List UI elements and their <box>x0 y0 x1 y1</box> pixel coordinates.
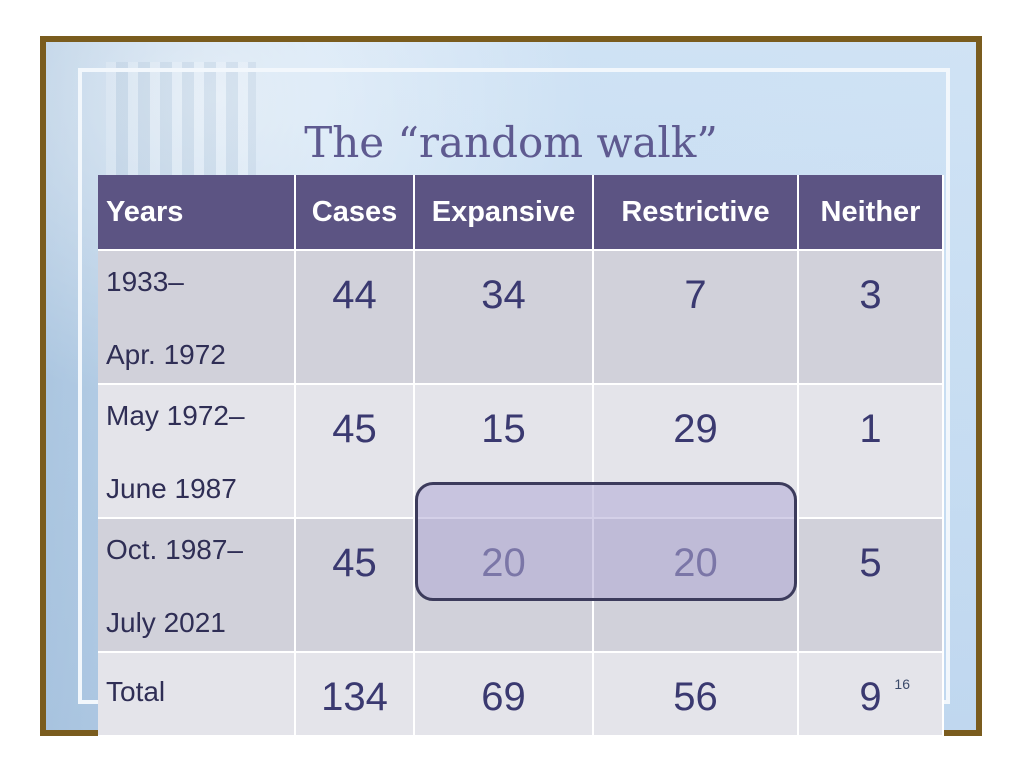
years-cell: May 1972– June 1987 <box>98 384 296 519</box>
years-start: 1933– <box>106 266 184 297</box>
years-end: June 1987 <box>106 473 237 504</box>
slide-title: The “random walk” <box>304 118 718 167</box>
expansive-cell: 69 <box>414 652 594 737</box>
years-end: Apr. 1972 <box>106 339 226 370</box>
cases-cell: 44 <box>295 250 415 385</box>
years-end: July 2021 <box>106 607 226 638</box>
cases-cell: 45 <box>295 384 415 519</box>
header-cases: Cases <box>295 175 415 251</box>
header-restrictive: Restrictive <box>593 175 799 251</box>
header-expansive: Expansive <box>414 175 594 251</box>
table-header-row: Years Cases Expansive Restrictive Neithe… <box>98 175 944 251</box>
neither-cell: 1 <box>798 384 944 519</box>
years-cell: 1933– Apr. 1972 <box>98 250 296 385</box>
years-start: Oct. 1987– <box>106 534 243 565</box>
results-table: Years Cases Expansive Restrictive Neithe… <box>98 175 944 737</box>
header-years: Years <box>98 175 296 251</box>
total-label: Total <box>106 676 166 707</box>
cases-cell: 45 <box>295 518 415 653</box>
table-row: 1933– Apr. 1972 44 34 7 3 <box>98 250 944 385</box>
highlight-box <box>415 482 797 601</box>
neither-cell: 3 <box>798 250 944 385</box>
years-cell: Total <box>98 652 296 737</box>
header-neither: Neither <box>798 175 944 251</box>
years-cell: Oct. 1987– July 2021 <box>98 518 296 653</box>
page-number: 16 <box>894 676 910 692</box>
years-start: May 1972– <box>106 400 245 431</box>
cases-cell: 134 <box>295 652 415 737</box>
neither-cell: 9 <box>798 652 944 737</box>
expansive-cell: 34 <box>414 250 594 385</box>
table-row-total: Total 134 69 56 9 <box>98 652 944 737</box>
neither-cell: 5 <box>798 518 944 653</box>
restrictive-cell: 7 <box>593 250 799 385</box>
slide-frame: The “random walk” Years Cases Expansive … <box>40 36 982 737</box>
restrictive-cell: 56 <box>593 652 799 737</box>
